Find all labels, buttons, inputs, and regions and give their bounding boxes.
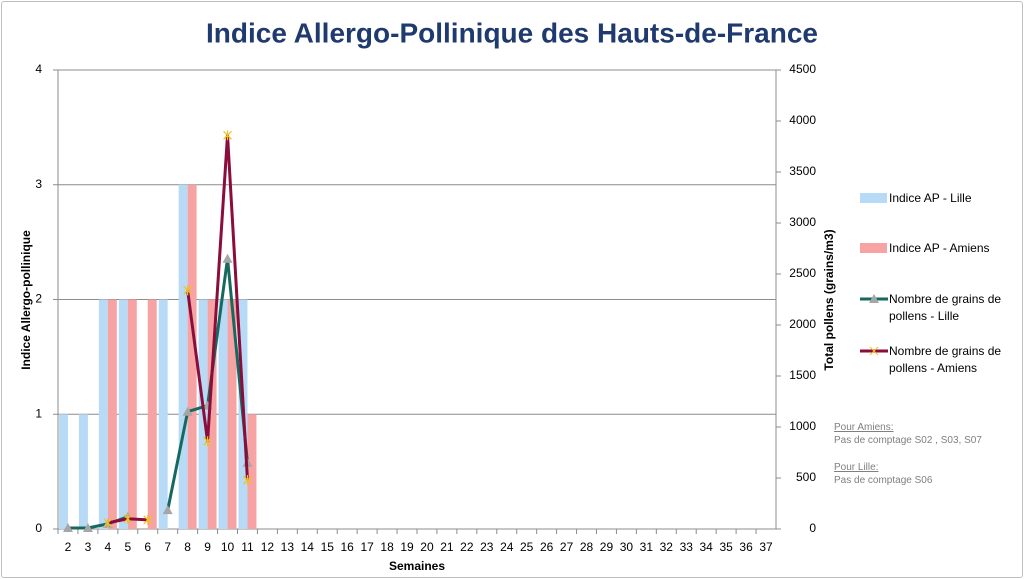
bar xyxy=(98,299,108,529)
legend-swatch xyxy=(860,193,887,203)
bar xyxy=(178,184,188,529)
y2-tick-label: 1500 xyxy=(789,368,816,382)
bar xyxy=(187,184,197,529)
x-tick-label: 7 xyxy=(164,540,171,554)
bar xyxy=(58,414,68,529)
marker xyxy=(103,517,113,528)
x-tick-label: 34 xyxy=(700,540,714,554)
x-tick-label: 27 xyxy=(560,540,574,554)
legend-label: Indice AP - Lille xyxy=(889,191,972,205)
legend-marker xyxy=(869,294,879,303)
legend-label: Indice AP - Amiens xyxy=(889,241,990,255)
x-tick-label: 20 xyxy=(420,540,434,554)
marker xyxy=(62,522,73,532)
marker xyxy=(183,285,193,296)
x-tick-label: 28 xyxy=(580,540,594,554)
y-tick-label: 1 xyxy=(35,406,42,420)
x-tick-label: 30 xyxy=(620,540,634,554)
y-axis-title: Indice Allergo-pollinique xyxy=(19,230,33,370)
bar xyxy=(127,299,137,529)
note: Pour Amiens: Pas de comptage S02 , S03, S… xyxy=(834,421,982,447)
x-tick-label: 16 xyxy=(341,540,355,554)
x-tick-label: 17 xyxy=(360,540,374,554)
y2-tick-label: 4500 xyxy=(789,62,816,76)
x-tick-label: 11 xyxy=(241,540,254,554)
y2-tick-label: 4000 xyxy=(789,113,816,127)
x-tick-label: 5 xyxy=(124,540,131,554)
y-tick-label: 3 xyxy=(35,177,42,191)
chart-title: Indice Allergo-Pollinique des Hauts-de-F… xyxy=(206,17,818,48)
legend-label: Nombre de grains de pollens - Lille xyxy=(889,292,1002,323)
y2-axis-title: Total pollens (grains/m3) xyxy=(822,229,836,370)
bar xyxy=(118,299,128,529)
y2-tick-label: 2500 xyxy=(789,266,816,280)
marker xyxy=(243,475,252,486)
x-tick-label: 32 xyxy=(660,540,674,554)
bar xyxy=(107,299,117,529)
x-tick-label: 35 xyxy=(719,540,733,554)
y2-tick-label: 3000 xyxy=(789,215,816,229)
x-tick-label: 18 xyxy=(380,540,394,554)
bar xyxy=(218,299,228,529)
x-tick-label: 25 xyxy=(520,540,534,554)
x-tick-label: 29 xyxy=(600,540,614,554)
x-tick-label: 31 xyxy=(640,540,654,554)
marker xyxy=(123,513,133,524)
note: Pour Lille: Pas de comptage S06 xyxy=(834,461,932,487)
x-tick-label: 37 xyxy=(759,540,773,554)
marker xyxy=(223,130,232,141)
bar xyxy=(78,414,88,529)
x-tick-label: 9 xyxy=(204,540,211,554)
marker xyxy=(182,406,193,416)
note-text: Pas de comptage S06 xyxy=(834,475,933,486)
marker xyxy=(203,436,213,447)
x-tick-label: 24 xyxy=(500,540,514,554)
y2-tick-label: 2000 xyxy=(789,317,816,331)
x-tick-label: 33 xyxy=(680,540,694,554)
x-tick-label: 21 xyxy=(440,540,454,554)
x-tick-label: 15 xyxy=(321,540,335,554)
y2-tick-label: 3500 xyxy=(789,164,816,178)
bar xyxy=(227,299,237,529)
y-tick-label: 0 xyxy=(35,521,42,535)
legend-swatch xyxy=(860,243,887,253)
y-tick-label: 4 xyxy=(35,62,42,76)
note-title: Pour Amiens: xyxy=(834,422,894,433)
x-tick-label: 36 xyxy=(739,540,753,554)
note-text: Pas de comptage S02 , S03, S07 xyxy=(834,435,982,446)
legend-label: Nombre de grains de pollens - Amiens xyxy=(889,344,1002,375)
y2-tick-label: 500 xyxy=(796,470,816,484)
legend-marker xyxy=(869,346,879,356)
marker xyxy=(222,253,233,263)
x-tick-label: 8 xyxy=(184,540,191,554)
y-tick-label: 2 xyxy=(35,292,42,306)
marker xyxy=(162,505,173,515)
bar xyxy=(158,299,168,529)
bar xyxy=(247,414,257,529)
x-tick-label: 23 xyxy=(480,540,494,554)
x-tick-label: 19 xyxy=(400,540,414,554)
bar xyxy=(207,299,217,529)
x-tick-label: 26 xyxy=(540,540,554,554)
x-tick-label: 10 xyxy=(221,540,235,554)
x-tick-label: 4 xyxy=(105,540,112,554)
x-tick-label: 12 xyxy=(261,540,275,554)
x-tick-label: 22 xyxy=(460,540,474,554)
y2-tick-label: 0 xyxy=(809,521,816,535)
marker xyxy=(143,514,153,525)
x-tick-label: 3 xyxy=(85,540,92,554)
y2-tick-label: 1000 xyxy=(789,419,816,433)
x-axis-title: Semaines xyxy=(389,559,445,573)
x-tick-label: 13 xyxy=(281,540,295,554)
x-tick-label: 2 xyxy=(65,540,72,554)
bar xyxy=(147,299,157,529)
x-tick-label: 6 xyxy=(144,540,151,554)
marker xyxy=(82,522,93,532)
note-title: Pour Lille: xyxy=(834,462,879,473)
x-tick-label: 14 xyxy=(301,540,315,554)
